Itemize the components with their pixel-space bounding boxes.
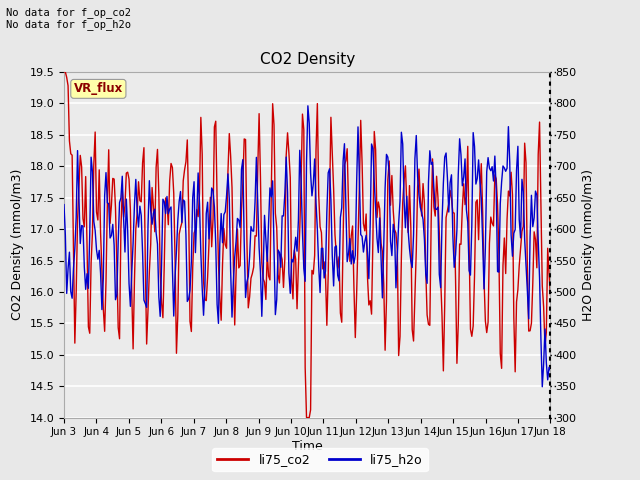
Text: No data for f_op_h2o: No data for f_op_h2o: [6, 19, 131, 30]
X-axis label: Time: Time: [292, 440, 323, 453]
Title: CO2 Density: CO2 Density: [260, 52, 355, 67]
Y-axis label: H2O Density (mmol/m3): H2O Density (mmol/m3): [582, 169, 595, 321]
Legend: li75_co2, li75_h2o: li75_co2, li75_h2o: [212, 448, 428, 471]
Text: VR_flux: VR_flux: [74, 83, 123, 96]
Text: No data for f_op_co2: No data for f_op_co2: [6, 7, 131, 18]
Y-axis label: CO2 Density (mmol/m3): CO2 Density (mmol/m3): [11, 169, 24, 321]
